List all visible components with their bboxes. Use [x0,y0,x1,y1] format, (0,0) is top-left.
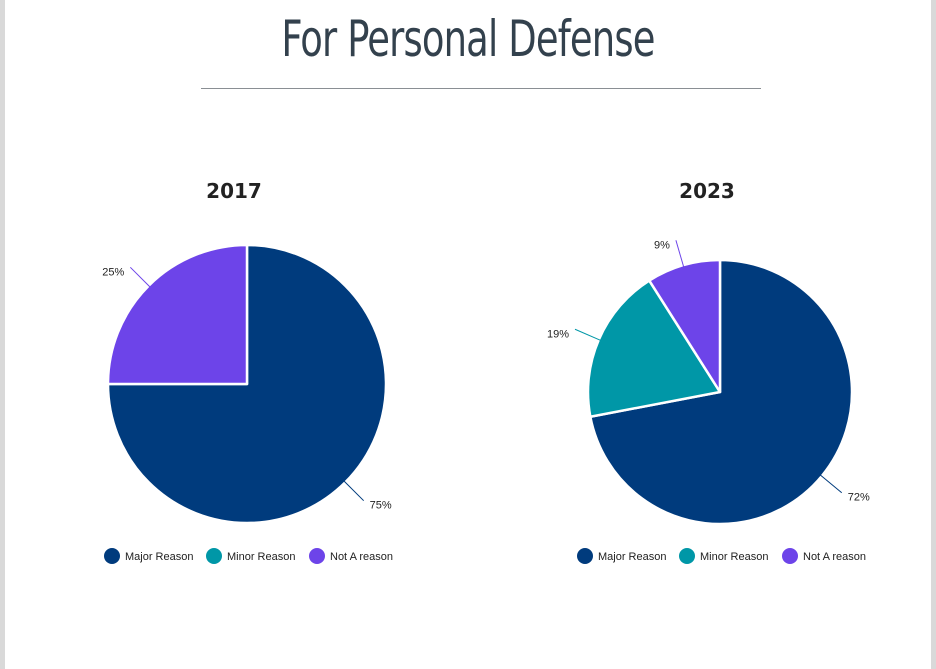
legend-label: Major Reason [598,551,666,563]
data-label: 75% [370,500,392,512]
legend-marker [577,548,593,564]
pie-chart-2017: 2017 75% 25% Major Reason Minor Reason Not A … [102,179,393,564]
pie-chart-2023: 2023 72% 19% 9% Major Reason Minor Reason Not … [547,179,870,564]
legend-marker [206,548,222,564]
legend-label: Not A reason [330,551,393,563]
legend-label: Minor Reason [227,551,295,563]
legend-marker [679,548,695,564]
leader-line [818,473,843,494]
leader-line [574,328,603,342]
data-label: 25% [102,266,124,278]
page-title: For Personal Defense [281,10,655,68]
leader-line [675,240,685,270]
chart-title: 2017 [206,179,262,203]
legend-marker [782,548,798,564]
data-label: 72% [848,492,870,504]
legend-label: Not A reason [803,551,866,563]
legend-marker [104,548,120,564]
legend-label: Major Reason [125,551,193,563]
pie-slice-not-a-reason [106,243,249,386]
data-label: 19% [547,328,569,340]
leader-line [341,478,365,502]
chart-title: 2023 [679,179,735,203]
title-divider [201,88,761,89]
legend-marker [309,548,325,564]
data-label: 9% [654,239,670,251]
leader-line [129,266,153,290]
legend-label: Minor Reason [700,551,768,563]
